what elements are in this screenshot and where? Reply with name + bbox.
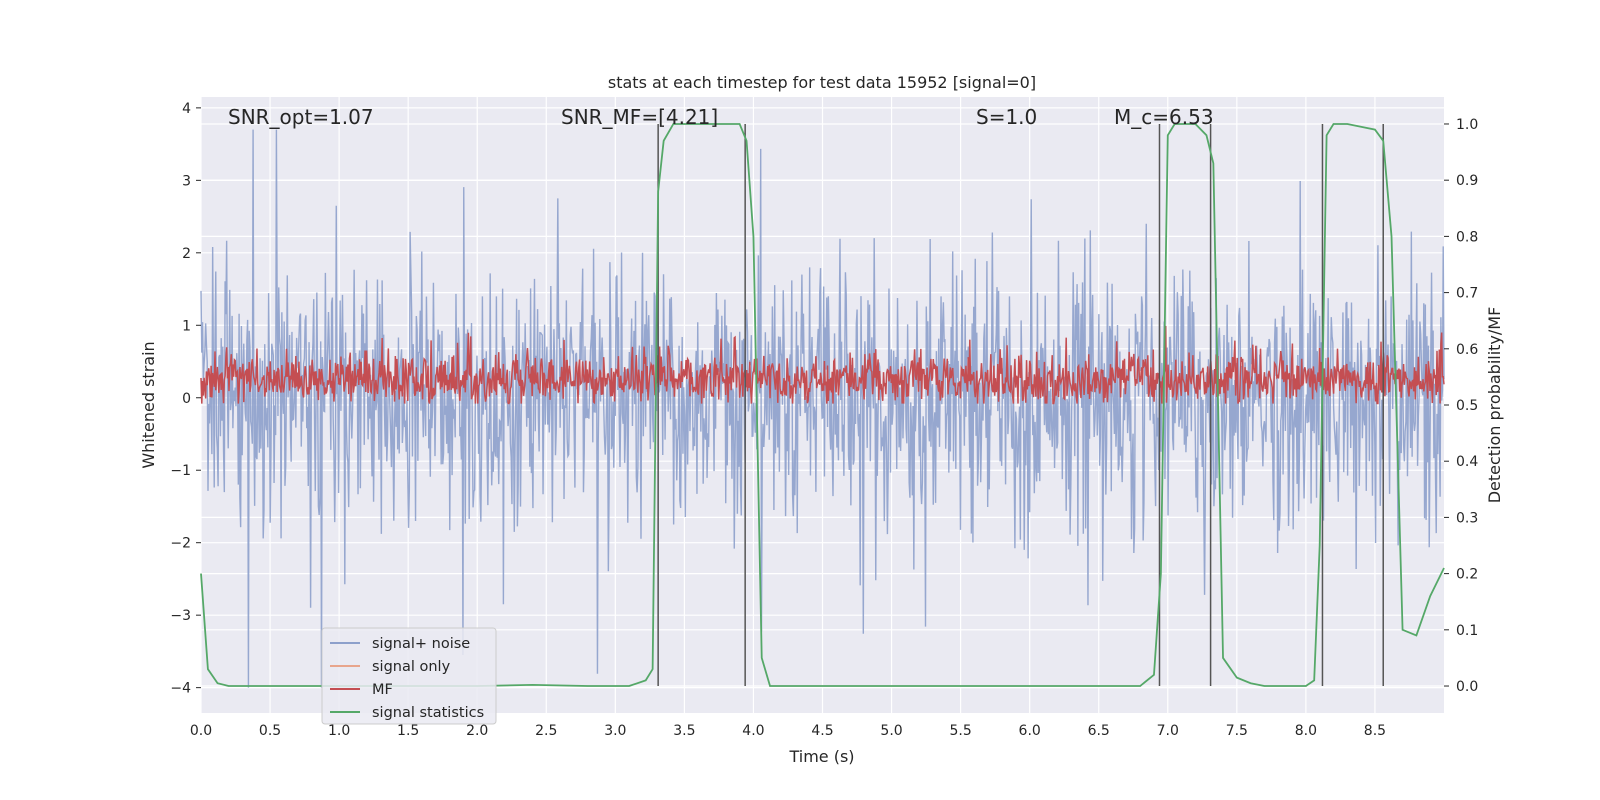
legend: signal+ noise signal only MF signal statist… bbox=[321, 627, 497, 725]
x-tick-label: 3.0 bbox=[604, 723, 626, 739]
y-tick-label: −2 bbox=[170, 536, 191, 552]
series-signal-statistics bbox=[200, 123, 1445, 687]
chart-title: stats at each timestep for test data 159… bbox=[608, 73, 1036, 92]
y2-tick-label: 0.1 bbox=[1456, 623, 1478, 639]
x-tick-label: 8.5 bbox=[1364, 723, 1386, 739]
x-tick-label: 4.5 bbox=[811, 723, 833, 739]
x-tick-label: 4.0 bbox=[742, 723, 764, 739]
legend-label: signal+ noise bbox=[372, 636, 470, 652]
legend-label: signal statistics bbox=[372, 705, 484, 721]
x-tick-label: 2.0 bbox=[466, 723, 488, 739]
y-tick-label: −4 bbox=[170, 681, 191, 697]
x-tick-label: 0.5 bbox=[259, 723, 281, 739]
x-tick-label: 5.0 bbox=[880, 723, 902, 739]
annotations: SNR_opt=1.07 SNR_MF=[4.21] S=1.0 M_c=6.5… bbox=[228, 105, 1214, 129]
y-tick-label: 1 bbox=[182, 318, 191, 334]
series-signal-noise bbox=[200, 129, 1445, 688]
x-tick-label: 5.5 bbox=[949, 723, 971, 739]
series-mf bbox=[200, 325, 1445, 405]
legend-box bbox=[321, 627, 497, 725]
y-tick-labels: −4 −3 −2 −1 0 1 2 3 4 bbox=[170, 101, 201, 697]
y-tick-label: 2 bbox=[182, 246, 191, 262]
y-tick-label: 0 bbox=[182, 391, 191, 407]
annotation-s: S=1.0 bbox=[976, 105, 1037, 129]
y2-tick-label: 0.9 bbox=[1456, 173, 1478, 189]
y2-tick-label: 0.2 bbox=[1456, 567, 1478, 583]
annotation-snr-mf: SNR_MF=[4.21] bbox=[561, 105, 718, 129]
y-tick-label: −3 bbox=[170, 608, 191, 624]
x-tick-label: 0.0 bbox=[190, 723, 212, 739]
annotation-snr-opt: SNR_opt=1.07 bbox=[228, 105, 374, 129]
x-tick-label: 3.5 bbox=[673, 723, 695, 739]
x-tick-label: 2.5 bbox=[535, 723, 557, 739]
y-axis-label: Whitened strain bbox=[139, 341, 158, 468]
y2-tick-label: 0.0 bbox=[1456, 679, 1478, 695]
y-tick-label: 4 bbox=[182, 101, 191, 117]
x-tick-label: 6.0 bbox=[1019, 723, 1041, 739]
x-tick-labels: 0.0 0.5 1.0 1.5 2.0 2.5 3.0 3.5 4.0 4.5 5.0 5.5 6.0 6… bbox=[190, 723, 1386, 739]
y2-tick-label: 0.7 bbox=[1456, 286, 1478, 302]
x-tick-label: 6.5 bbox=[1088, 723, 1110, 739]
legend-label: signal only bbox=[372, 659, 451, 675]
x-tick-label: 7.5 bbox=[1226, 723, 1248, 739]
x-axis-label: Time (s) bbox=[788, 747, 854, 766]
y2-tick-label: 0.5 bbox=[1456, 398, 1478, 414]
y2-tick-label: 0.6 bbox=[1456, 342, 1478, 358]
x-tick-label: 7.0 bbox=[1157, 723, 1179, 739]
y-tick-label: −1 bbox=[170, 463, 191, 479]
x-tick-label: 8.0 bbox=[1295, 723, 1317, 739]
plot-area bbox=[200, 123, 1445, 688]
y2-tick-labels: 0.0 0.1 0.2 0.3 0.4 0.5 0.6 0.7 0.8 0.9 1.0 bbox=[1444, 117, 1478, 695]
y2-tick-label: 1.0 bbox=[1456, 117, 1478, 133]
annotation-mc: M_c=6.53 bbox=[1114, 105, 1214, 129]
y2-tick-label: 0.3 bbox=[1456, 510, 1478, 526]
x-tick-label: 1.0 bbox=[328, 723, 350, 739]
y2-tick-label: 0.8 bbox=[1456, 229, 1478, 245]
x-tick-label: 1.5 bbox=[397, 723, 419, 739]
y2-axis-label: Detection probability/MF bbox=[1485, 307, 1504, 504]
legend-label: MF bbox=[372, 682, 393, 698]
y-tick-label: 3 bbox=[182, 173, 191, 189]
y2-tick-label: 0.4 bbox=[1456, 454, 1478, 470]
